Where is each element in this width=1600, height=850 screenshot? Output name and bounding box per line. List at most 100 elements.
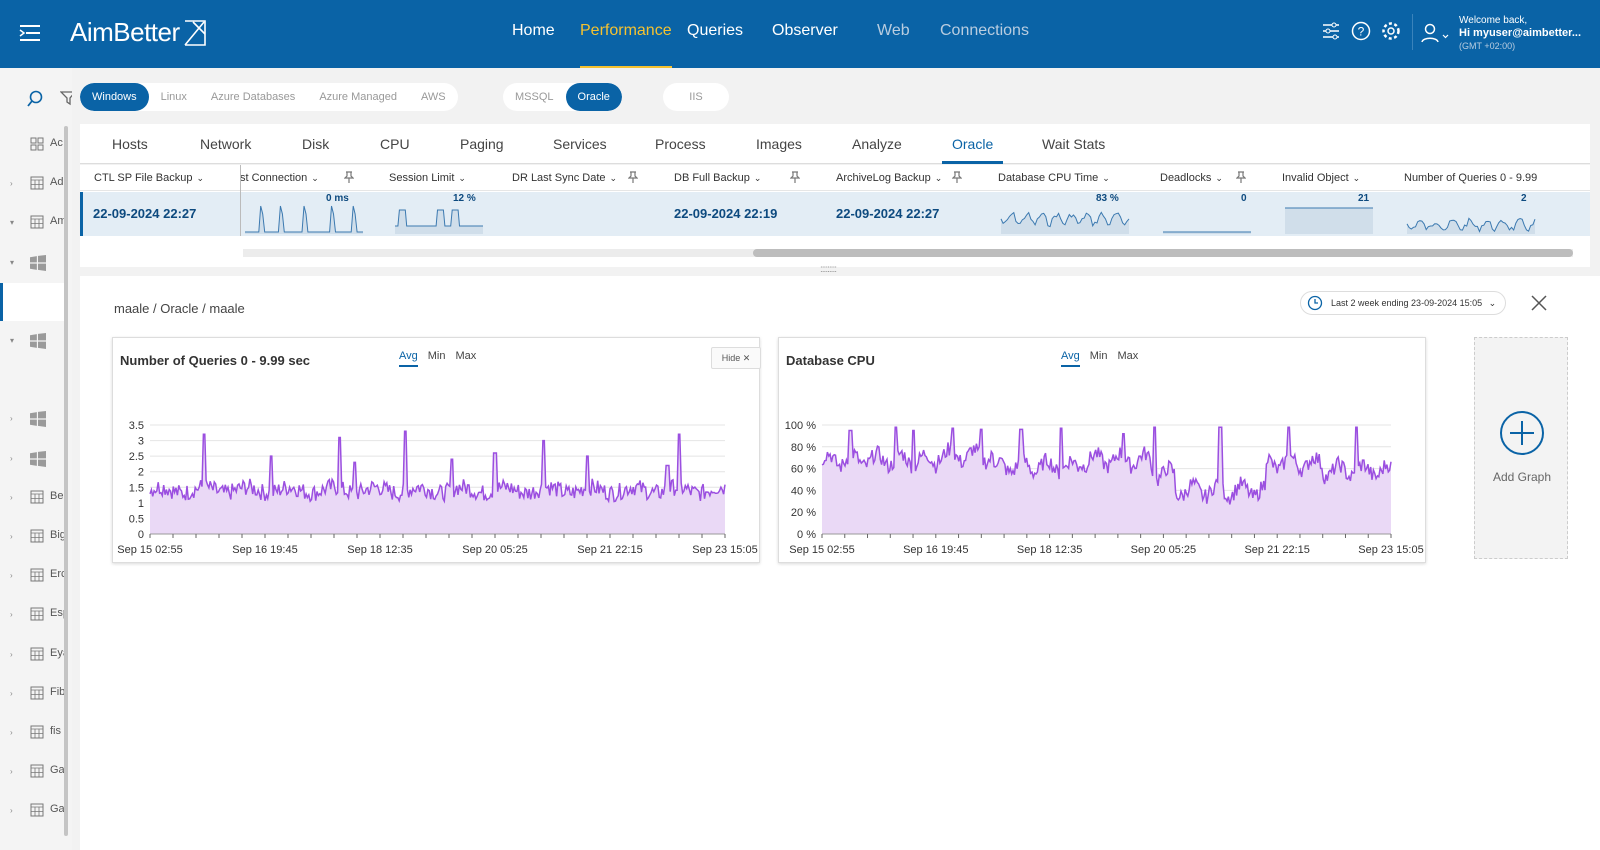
hide-button[interactable]: Hide ✕ [711,347,761,369]
tree-item[interactable]: › fis [0,714,64,752]
tree-item[interactable]: › Ga [0,792,64,830]
tree-item[interactable]: › [0,440,64,478]
chevron-right-icon[interactable]: › [10,767,13,777]
chevron-down-icon[interactable]: ⌄ [196,173,204,183]
chevron-right-icon[interactable]: › [10,649,13,659]
filter-azure-databases[interactable]: Azure Databases [210,91,296,103]
tree-item[interactable]: ▾ [0,244,64,282]
tree-item[interactable]: ▾ Am [0,204,64,242]
tab-images[interactable]: Images [756,136,802,152]
agg-avg[interactable]: Avg [399,350,418,367]
agg-min[interactable]: Min [427,350,446,362]
tree-item[interactable]: › Ad [0,165,64,203]
tree-item[interactable] [0,361,64,399]
tree-item[interactable] [0,282,64,321]
chevron-down-icon[interactable]: ⌄ [753,173,762,183]
add-graph-button[interactable]: Add Graph [1474,337,1568,559]
chevron-down-icon[interactable]: ⌄ [934,173,943,183]
chevron-down-icon[interactable]: ▾ [10,218,15,228]
chevron-right-icon[interactable]: › [10,453,13,463]
chevron-right-icon[interactable]: › [10,728,13,737]
chevron-down-icon[interactable]: ⌄ [1102,173,1110,183]
search-icon[interactable] [26,90,44,108]
time-range-selector[interactable]: Last 2 week ending 23-09-2024 15:05 ⌄ [1300,291,1506,315]
column-header[interactable]: DB Full Backup ⌄ [674,165,761,191]
tab-services[interactable]: Services [553,136,607,152]
column-header[interactable]: ArchiveLog Backup ⌄ [836,165,942,191]
app-logo[interactable]: AimBetter [70,17,208,48]
chevron-right-icon[interactable]: › [10,492,13,502]
tree-item[interactable]: ▾ [0,322,64,360]
filter-azure-managed[interactable]: Azure Managed [319,91,397,103]
column-header[interactable]: Session Limit ⌄ [389,165,466,191]
help-icon[interactable]: ? [1350,20,1372,42]
chevron-right-icon[interactable]: › [10,688,13,698]
tree-item[interactable]: › Fib [0,675,64,713]
column-header[interactable]: DR Last Sync Date ⌄ [512,165,617,191]
tab-cpu[interactable]: CPU [380,136,410,152]
tree-item[interactable]: › Big [0,518,64,556]
sliders-icon[interactable] [1320,20,1342,42]
pin-icon[interactable] [628,171,638,183]
filter-mssql[interactable]: MSSQL [515,91,554,103]
column-header[interactable]: st Connection ⌄ [240,165,319,191]
agg-max[interactable]: Max [455,350,477,362]
chevron-down-icon[interactable]: ▾ [10,336,15,345]
tree-item[interactable]: › Erc [0,557,64,595]
nav-web[interactable]: Web [877,22,910,39]
chevron-right-icon[interactable]: › [10,806,13,816]
filter-linux[interactable]: Linux [160,91,187,103]
nav-observer[interactable]: Observer [772,22,838,39]
pin-icon[interactable] [344,171,354,183]
tab-process[interactable]: Process [655,136,706,152]
nav-connections[interactable]: Connections [940,22,1029,39]
filter-iis[interactable]: IIS [689,91,703,103]
tab-network[interactable]: Network [200,136,252,152]
column-header[interactable]: Number of Queries 0 - 9.99 [1404,165,1537,191]
nav-queries[interactable]: Queries [687,22,744,39]
pin-icon[interactable] [1236,171,1246,183]
collapse-menu-icon[interactable] [18,22,42,44]
agg-avg[interactable]: Avg [1061,350,1080,367]
chevron-down-icon[interactable]: ⌄ [458,173,466,183]
close-icon[interactable] [1530,294,1548,312]
grid-row[interactable]: 22-09-2024 22:27 22-09-2024 22:19 22-09-… [80,192,1590,236]
filter-oracle[interactable]: Oracle [565,83,622,111]
tab-disk[interactable]: Disk [302,136,330,152]
resize-handle[interactable]: ::::::::: [820,264,837,275]
chevron-right-icon[interactable]: › [10,532,13,541]
scroll-thumb[interactable] [753,249,1573,257]
column-header[interactable]: Deadlocks ⌄ [1160,165,1223,191]
pin-icon[interactable] [952,171,962,183]
nav-home[interactable]: Home [512,22,555,39]
tree-item[interactable]: Ac [0,126,64,164]
chevron-down-icon[interactable]: ⌄ [311,173,319,183]
filter-windows[interactable]: Windows [80,83,149,111]
tree-item[interactable]: › [0,400,64,438]
chevron-down-icon[interactable]: ⌄ [609,173,618,183]
agg-max[interactable]: Max [1117,350,1139,362]
chevron-down-icon[interactable]: ⌄ [1352,173,1361,183]
tab-oracle[interactable]: Oracle [942,124,1004,164]
chevron-down-icon[interactable]: ▾ [10,257,15,267]
chevron-right-icon[interactable]: › [10,571,13,581]
sidebar-scrollbar[interactable] [64,126,68,836]
tree-item[interactable]: › Ga [0,753,64,791]
pin-icon[interactable] [790,171,800,183]
chevron-down-icon[interactable]: ⌄ [1215,173,1223,183]
tree-item[interactable]: › Esp [0,596,64,634]
tree-item[interactable]: › Be [0,479,64,517]
tab-wait-stats[interactable]: Wait Stats [1042,136,1106,152]
nav-performance[interactable]: Performance [568,0,684,68]
filter-icon[interactable] [60,90,72,106]
agg-min[interactable]: Min [1089,350,1108,362]
column-header[interactable]: CTL SP File Backup ⌄ [94,165,204,191]
tab-hosts[interactable]: Hosts [112,136,148,152]
filter-aws[interactable]: AWS [420,91,446,103]
chevron-right-icon[interactable]: › [10,414,13,424]
gear-icon[interactable] [1380,20,1402,42]
tab-paging[interactable]: Paging [460,136,504,152]
user-icon[interactable] [1420,22,1450,44]
tree-item[interactable]: › Eya [0,636,64,674]
column-header[interactable]: Invalid Object ⌄ [1282,165,1360,191]
